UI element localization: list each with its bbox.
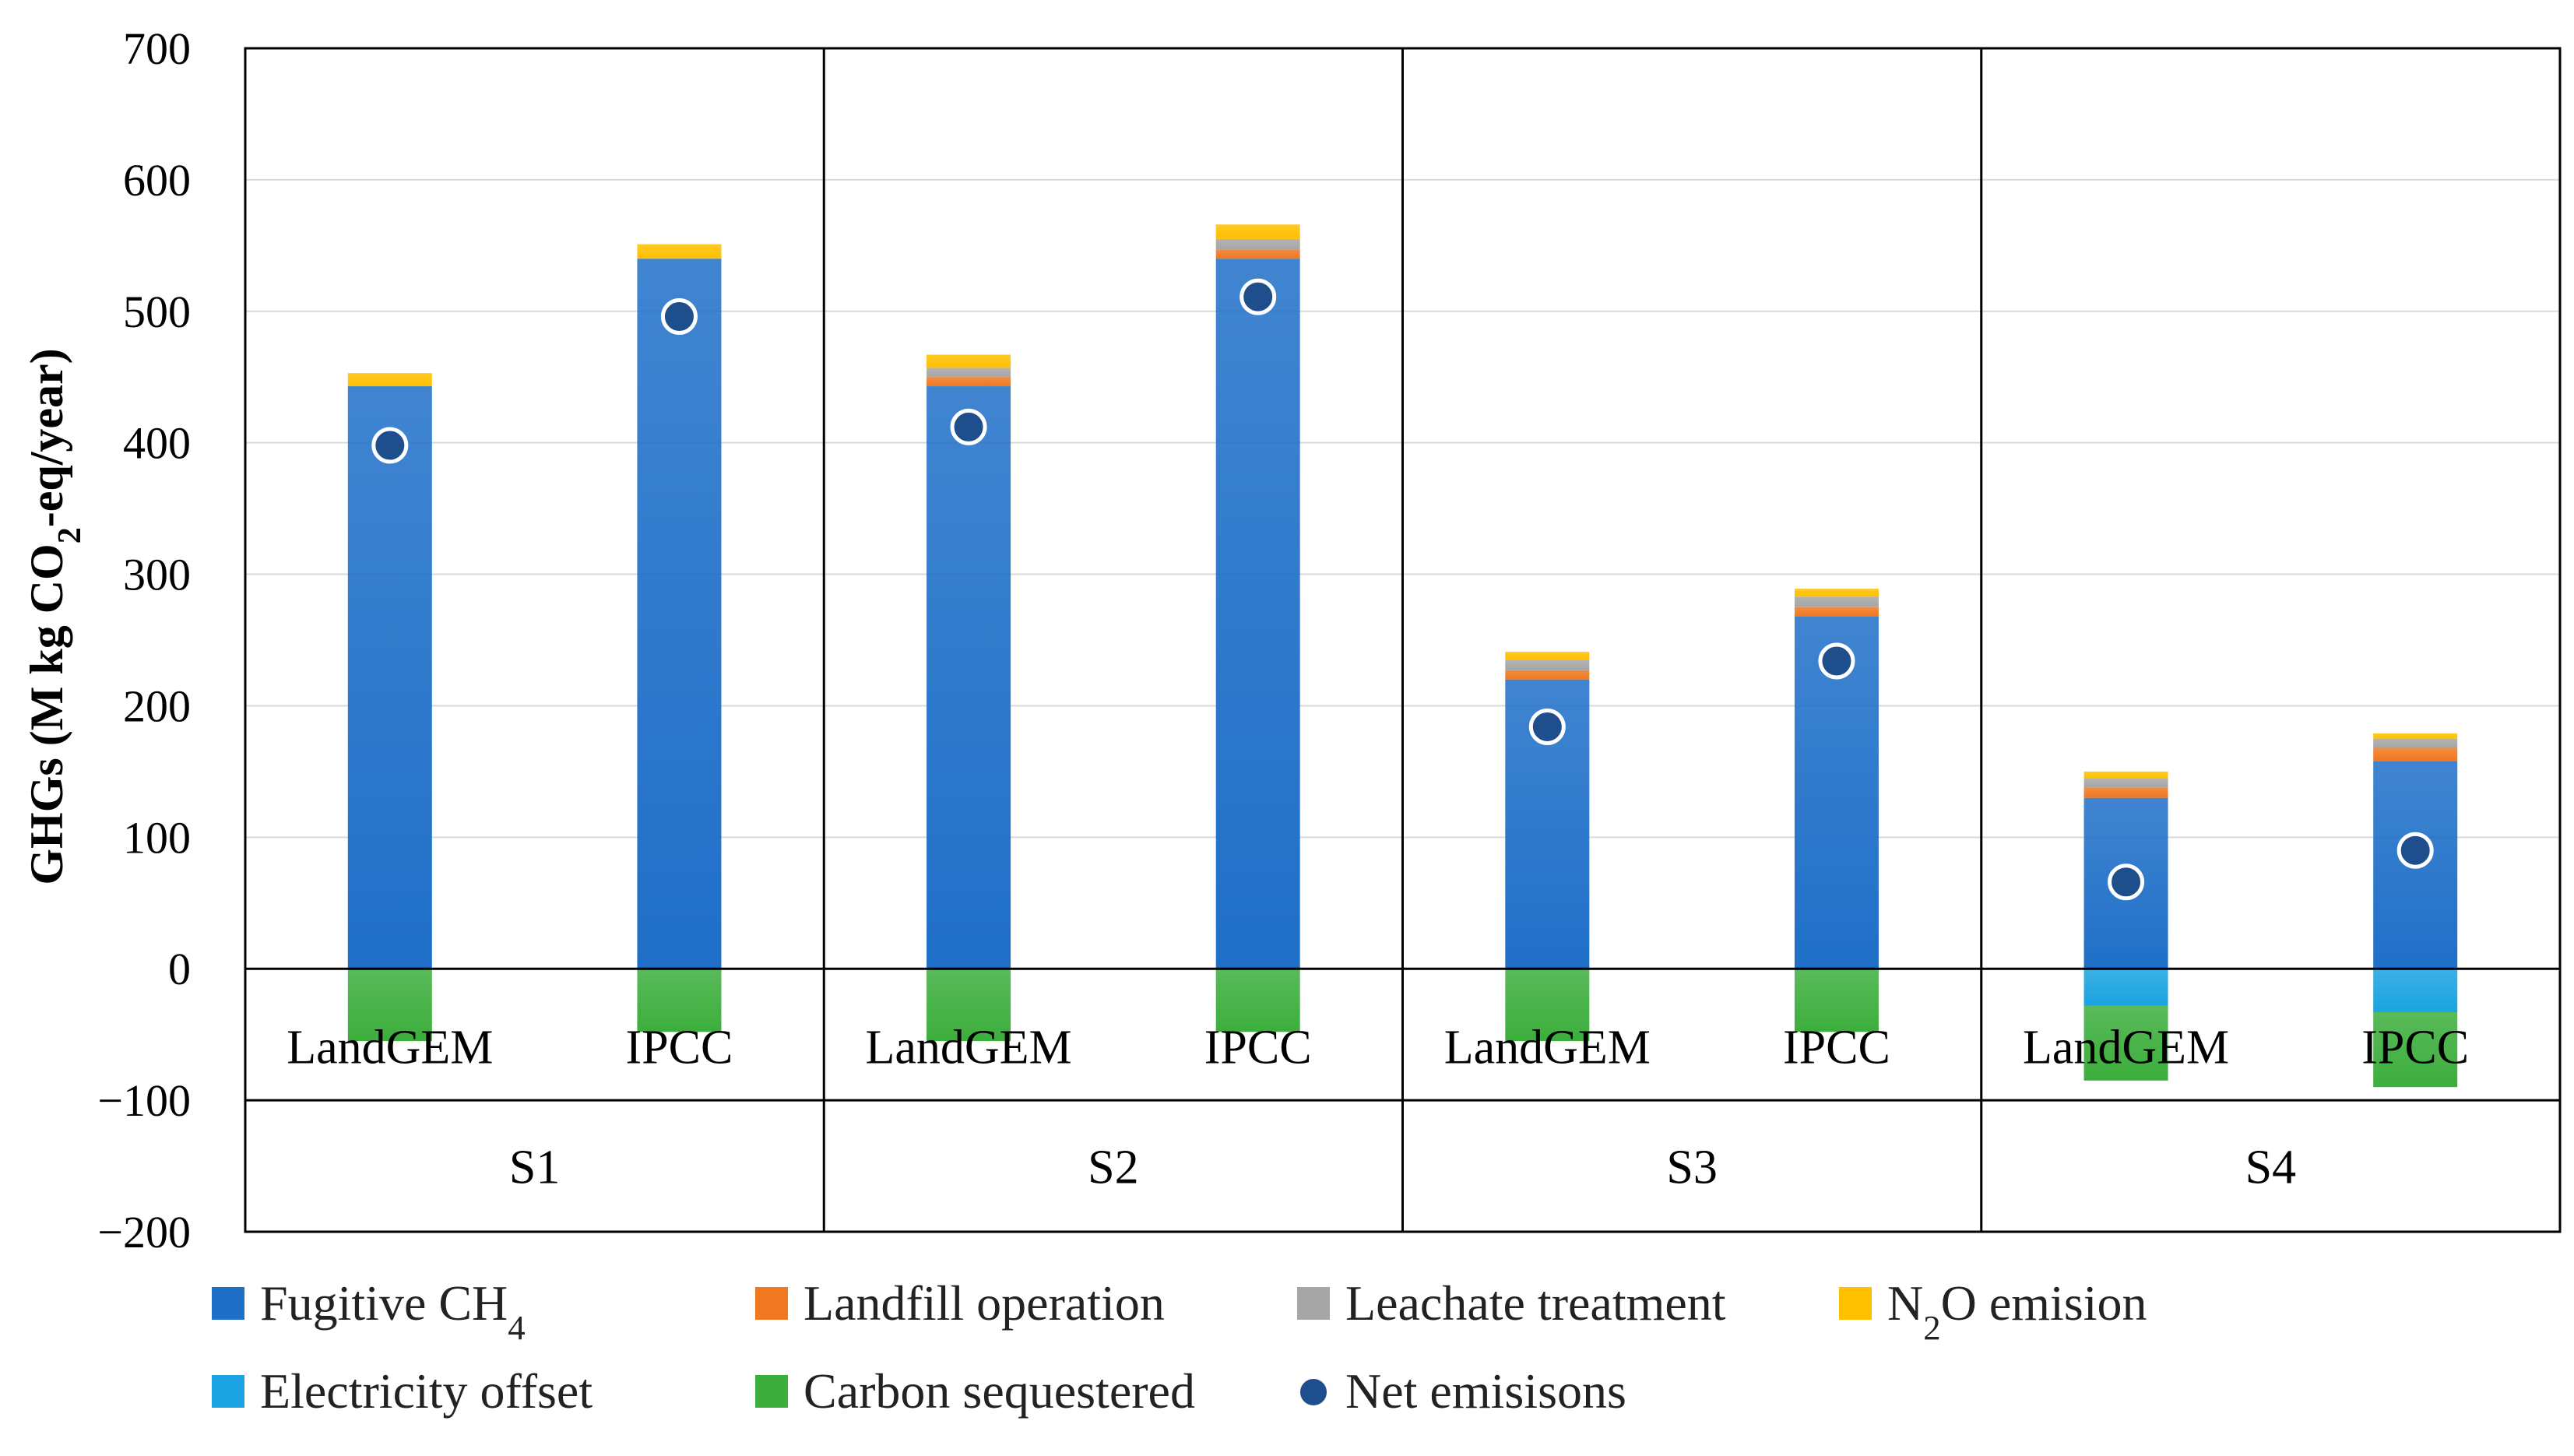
category-label: IPCC — [1204, 1022, 1312, 1074]
y-tick-label: 400 — [123, 418, 191, 469]
bar-segment — [1794, 596, 1879, 607]
bar-segment — [927, 368, 1011, 378]
net-emission-point — [2108, 863, 2145, 901]
legend-swatch — [1839, 1287, 1872, 1320]
legend-label-subscript: 2 — [1923, 1308, 1940, 1347]
net-emission-point — [1528, 708, 1566, 745]
legend-label-text: Net emisisons — [1345, 1363, 1626, 1419]
net-emission-point — [1818, 642, 1855, 680]
y-tick-label: 200 — [123, 681, 191, 731]
y-tick-label: 300 — [123, 550, 191, 600]
bar-segment — [637, 258, 722, 969]
y-tick-label: 700 — [123, 23, 191, 74]
bar-segment — [927, 969, 1011, 1042]
bar-segment — [1794, 607, 1879, 617]
bar-segment — [347, 386, 432, 969]
plot-frame — [244, 47, 2562, 1233]
legend-label-text: Landfill operation — [803, 1275, 1165, 1331]
bar-segment — [1505, 652, 1590, 660]
bar-segment — [2083, 771, 2168, 779]
y-tick-label: 0 — [168, 944, 191, 994]
category-label: IPCC — [626, 1022, 733, 1074]
bar-segment — [347, 373, 432, 387]
group-label: S2 — [1088, 1141, 1138, 1194]
bar-segment — [1215, 969, 1300, 1032]
legend-label: Fugitive CH4 — [260, 1275, 526, 1347]
y-tick-label: 100 — [123, 812, 191, 863]
category-label: LandGEM — [1444, 1022, 1651, 1074]
bar-segment — [2083, 969, 2168, 1006]
category-label: IPCC — [1783, 1022, 1890, 1074]
y-axis-title-suffix: -eq/year) — [21, 348, 72, 527]
legend-label-suffix: O emision — [1941, 1275, 2147, 1331]
bar-segment — [1505, 969, 1590, 1042]
y-tick-label: 600 — [123, 155, 191, 206]
net-emission-point — [2396, 832, 2434, 869]
category-label: LandGEM — [2023, 1022, 2229, 1074]
axis-labels: 700 600 500 400 300 200 100 0 −100 −200 LandGEM IPC… — [21, 23, 2469, 1257]
net-emission-point — [371, 427, 409, 464]
net-emission-point — [1240, 278, 1277, 315]
legend-swatch — [212, 1375, 244, 1408]
y-axis-title-text: GHGs (M kg CO — [21, 543, 72, 885]
bar-segment — [2373, 969, 2458, 1012]
category-label: LandGEM — [287, 1022, 493, 1074]
y-axis-title-subscript: 2 — [52, 527, 88, 543]
bar-segment — [927, 386, 1011, 969]
legend-swatch — [755, 1375, 788, 1408]
bar-segment — [347, 969, 432, 1042]
legend-swatch — [212, 1287, 244, 1320]
bar-segment — [2373, 1011, 2458, 1088]
legend-label: Leachate treatment — [1345, 1275, 1726, 1331]
legend-swatch — [755, 1287, 788, 1320]
legend-marker-net — [1297, 1376, 1330, 1409]
legend-label: N2O emision — [1887, 1275, 2147, 1347]
bar-segment — [1215, 258, 1300, 969]
bar-segment — [927, 377, 1011, 387]
legend-label: Landfill operation — [803, 1275, 1165, 1331]
y-axis-label: GHGs (M kg CO2-eq/year) — [21, 348, 88, 885]
category-label: IPCC — [2361, 1022, 2469, 1074]
bar-segment — [1505, 670, 1590, 680]
bar-segment — [1505, 659, 1590, 670]
y-tick-label: −100 — [97, 1075, 191, 1126]
legend-label-text: Carbon sequestered — [803, 1363, 1195, 1419]
bar-segment — [1794, 589, 1879, 597]
legend-swatch — [1297, 1287, 1330, 1320]
bar-segment — [2083, 787, 2168, 798]
bars — [347, 224, 2458, 1088]
bar-segment — [2083, 778, 2168, 788]
bar-segment — [2373, 747, 2458, 761]
group-label: S4 — [2245, 1141, 2296, 1194]
net-emission-point — [950, 408, 987, 445]
category-label: LandGEM — [865, 1022, 1071, 1074]
legend-label-text: Leachate treatment — [1345, 1275, 1726, 1331]
legend-label-text: N — [1887, 1275, 1923, 1331]
bar-segment — [637, 969, 722, 1032]
y-axis-title: GHGs (M kg CO2-eq/year) — [21, 348, 88, 885]
bar-segment — [1215, 238, 1300, 250]
bar-segment — [637, 244, 722, 259]
bar-segment — [2373, 733, 2458, 739]
legend-label-text: Electricity offset — [260, 1363, 593, 1419]
group-label: S1 — [509, 1141, 560, 1194]
bar-segment — [2373, 738, 2458, 748]
bar-segment — [927, 354, 1011, 368]
legend-label: Carbon sequestered — [803, 1363, 1195, 1419]
legend: Fugitive CH4 Landfill operation Leachate t… — [212, 1275, 2147, 1419]
bar-segment — [2083, 1005, 2168, 1081]
legend-label: Electricity offset — [260, 1363, 593, 1419]
net-markers — [371, 278, 2434, 901]
net-emission-point — [660, 298, 698, 336]
y-tick-label: 500 — [123, 287, 191, 337]
group-label: S3 — [1666, 1141, 1717, 1194]
legend-label-text: Fugitive CH — [260, 1275, 508, 1331]
bar-segment — [1215, 224, 1300, 239]
y-tick-label: −200 — [97, 1207, 191, 1257]
legend-label-subscript: 4 — [508, 1308, 525, 1347]
bar-segment — [1794, 969, 1879, 1032]
bar-segment — [1215, 249, 1300, 259]
legend-label: Net emisisons — [1345, 1363, 1626, 1419]
